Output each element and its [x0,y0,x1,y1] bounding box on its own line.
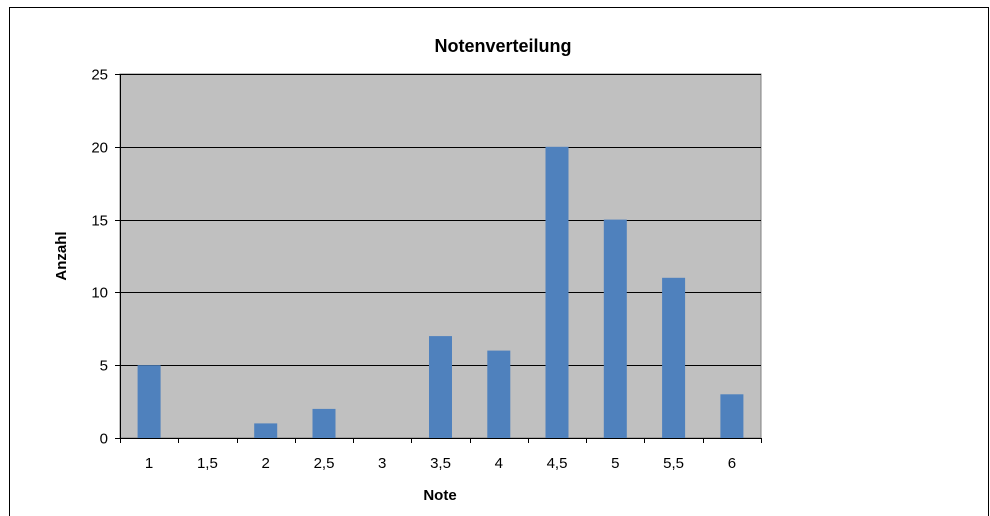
y-tick-label: 10 [91,285,108,302]
y-tick-label: 0 [100,431,108,448]
chart-title: Notenverteilung [434,36,571,56]
y-tick-label: 25 [91,67,108,84]
bar-2,5 [312,408,336,438]
x-tick-label: 4 [495,455,503,472]
x-tick-label: 1 [145,455,153,472]
x-tick-label: 3,5 [430,455,451,472]
bar-3,5 [429,336,452,438]
bar-5,5 [662,277,686,438]
x-axis-title: Note [423,487,456,504]
x-tick-label: 5 [611,455,619,472]
x-tick-label: 3 [378,455,386,472]
x-tick-label: 2 [262,455,270,472]
bar-1 [137,365,161,438]
x-tick-label: 1,5 [197,455,218,472]
y-axis-title: Anzahl [53,231,70,280]
x-tick-labels: 1 1,5 2 2,5 3 3,5 4 4,5 5 5,5 6 [145,455,736,472]
bar-4,5 [545,146,569,439]
bars [137,146,744,439]
y-tick-label: 5 [100,358,108,375]
y-tick-labels: 0 5 10 15 20 25 [91,67,108,448]
bar-6 [720,394,744,438]
x-tick-label: 4,5 [547,455,568,472]
x-tick-label: 2,5 [314,455,335,472]
x-tick-label: 6 [728,455,736,472]
bar-4 [487,350,511,438]
x-tick-label: 5,5 [663,455,684,472]
bar-2 [254,423,278,438]
bar-5 [603,219,627,438]
y-tick-label: 15 [91,213,108,230]
axes [115,74,762,443]
y-tick-label: 20 [91,140,108,157]
